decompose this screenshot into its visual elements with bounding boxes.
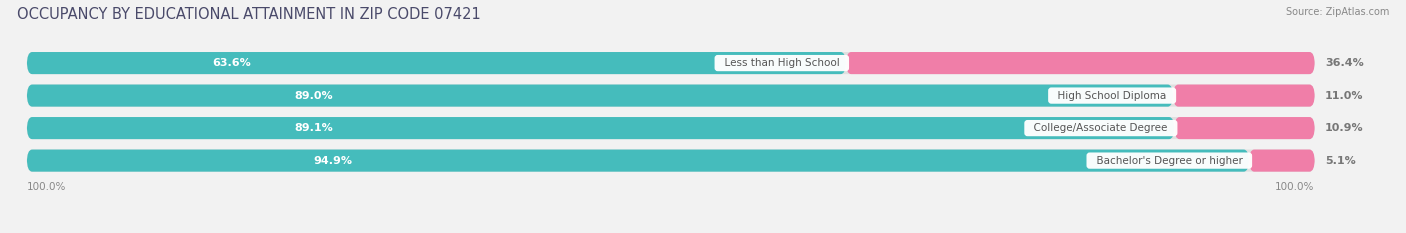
Text: 11.0%: 11.0%	[1324, 91, 1364, 101]
FancyBboxPatch shape	[1249, 150, 1315, 172]
FancyBboxPatch shape	[27, 117, 1174, 139]
Text: 100.0%: 100.0%	[1275, 182, 1315, 192]
Text: Bachelor's Degree or higher: Bachelor's Degree or higher	[1090, 156, 1249, 166]
Text: OCCUPANCY BY EDUCATIONAL ATTAINMENT IN ZIP CODE 07421: OCCUPANCY BY EDUCATIONAL ATTAINMENT IN Z…	[17, 7, 481, 22]
Text: 36.4%: 36.4%	[1324, 58, 1364, 68]
FancyBboxPatch shape	[27, 85, 1315, 107]
Text: 10.9%: 10.9%	[1324, 123, 1364, 133]
FancyBboxPatch shape	[27, 85, 1173, 107]
Text: High School Diploma: High School Diploma	[1052, 91, 1173, 101]
Text: Less than High School: Less than High School	[717, 58, 846, 68]
FancyBboxPatch shape	[846, 52, 1315, 74]
FancyBboxPatch shape	[1174, 117, 1315, 139]
Text: 94.9%: 94.9%	[314, 156, 352, 166]
FancyBboxPatch shape	[1173, 85, 1315, 107]
Text: 89.1%: 89.1%	[294, 123, 333, 133]
FancyBboxPatch shape	[27, 117, 1315, 139]
FancyBboxPatch shape	[27, 52, 846, 74]
FancyBboxPatch shape	[27, 150, 1249, 172]
Text: 63.6%: 63.6%	[212, 58, 252, 68]
Text: 89.0%: 89.0%	[294, 91, 333, 101]
FancyBboxPatch shape	[27, 150, 1315, 172]
Text: Source: ZipAtlas.com: Source: ZipAtlas.com	[1285, 7, 1389, 17]
Text: College/Associate Degree: College/Associate Degree	[1028, 123, 1174, 133]
FancyBboxPatch shape	[27, 52, 1315, 74]
Text: 5.1%: 5.1%	[1324, 156, 1355, 166]
Text: 100.0%: 100.0%	[27, 182, 66, 192]
